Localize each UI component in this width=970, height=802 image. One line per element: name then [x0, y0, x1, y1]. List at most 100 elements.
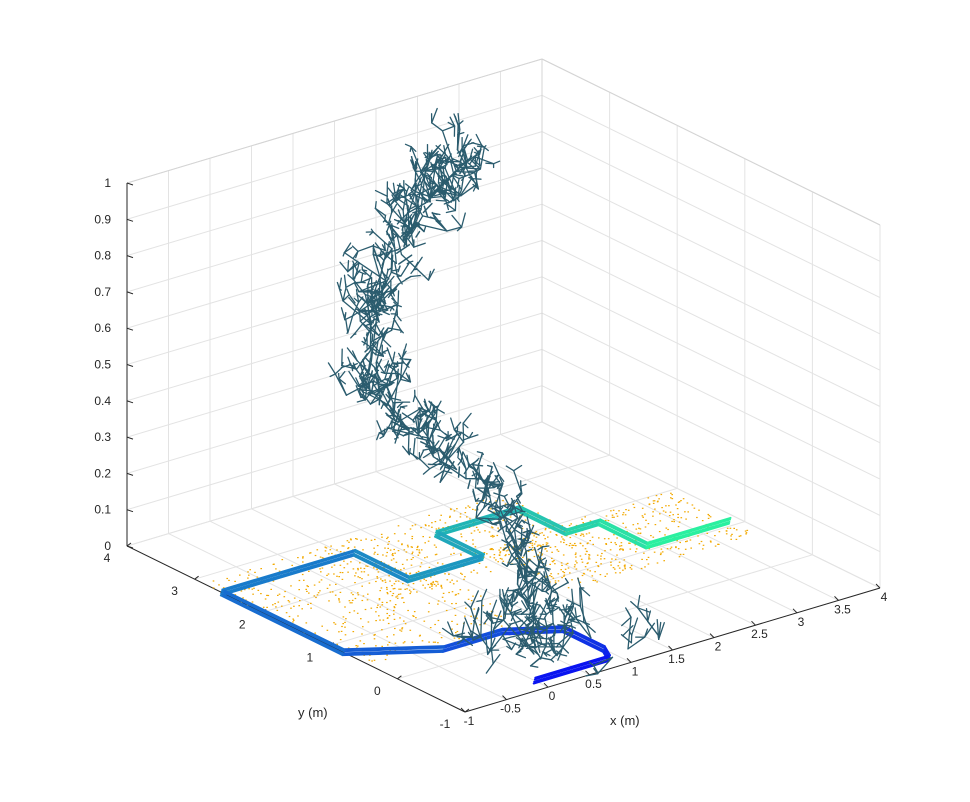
ground-point [314, 632, 316, 634]
ground-point [435, 553, 438, 555]
tree-branch [523, 639, 529, 647]
ground-point [342, 545, 345, 547]
tree-branch [347, 315, 354, 334]
tree-branch [458, 447, 467, 470]
tree-branch [368, 379, 371, 394]
ground-point [667, 528, 669, 531]
z-tick-label: 0.4 [94, 394, 111, 408]
ground-point [360, 571, 363, 573]
tree-branch [392, 188, 405, 194]
trajectory-segment [646, 516, 732, 544]
x-tick [668, 645, 673, 651]
tree-branch [342, 251, 346, 257]
tree-branch [394, 263, 399, 278]
tree-branch [437, 435, 449, 441]
tree-branch [570, 625, 577, 629]
tree-branch [446, 431, 463, 461]
tree-branch [546, 598, 558, 606]
tree-branch [397, 290, 400, 305]
ground-point [365, 565, 367, 567]
ground-point [338, 598, 340, 600]
ground-point [596, 522, 598, 524]
tree-branch [498, 506, 504, 513]
ground-point [302, 561, 304, 563]
ground-point [357, 576, 359, 578]
tree-branch [364, 360, 373, 391]
ground-point [347, 647, 350, 649]
tree-branch [374, 189, 388, 197]
tree-branch [462, 422, 465, 443]
tree-branch [361, 340, 368, 346]
tree-branch [420, 406, 436, 429]
tree-branch [489, 466, 493, 475]
back-wall-gridline-z [126, 203, 543, 329]
z-tick-label: 0.3 [94, 430, 111, 444]
ground-point [560, 541, 562, 543]
ground-point [413, 615, 415, 617]
tree-branch [391, 397, 402, 401]
ground-point [386, 593, 389, 595]
ground-point [619, 548, 622, 550]
ground-point [377, 604, 379, 606]
trajectory-segment [220, 553, 356, 595]
ground-point [621, 548, 623, 550]
ground-point [702, 548, 704, 550]
ground-point [615, 543, 617, 546]
ground-point [406, 544, 409, 546]
trajectory-segment [517, 510, 567, 537]
ground-point [313, 584, 316, 586]
ground-point [467, 589, 470, 591]
tree-branch [474, 170, 478, 177]
tree-branch [382, 249, 399, 255]
tree-branch [379, 250, 382, 257]
ground-point [623, 559, 626, 561]
tree-branch [577, 577, 582, 589]
tree-branch [369, 394, 385, 404]
tree-branch [361, 296, 369, 305]
ground-point [639, 528, 642, 530]
ground-point [493, 557, 496, 559]
ground-point [353, 546, 356, 548]
tree-branch [401, 226, 404, 231]
ground-point [482, 556, 485, 558]
tree-branch [398, 352, 405, 364]
tree-branch [386, 383, 393, 388]
tree-branch [523, 566, 528, 578]
x-tick [751, 620, 756, 626]
ground-point [338, 631, 340, 633]
ground-point [604, 550, 606, 552]
tree-branch [499, 520, 507, 541]
trajectory-segment [343, 645, 446, 651]
tree-branch [526, 643, 533, 647]
x-tick-label: 3.5 [834, 602, 851, 616]
ground-point [347, 547, 349, 550]
tree-branch [533, 547, 540, 563]
ground-point [490, 610, 493, 612]
tree-branch [356, 262, 360, 272]
ground-point [266, 606, 268, 608]
ground-point [456, 623, 459, 625]
ground-point [392, 558, 395, 560]
ground-point [428, 641, 430, 643]
ground-point [425, 579, 427, 582]
tree-branch [526, 569, 531, 576]
tree-branch [370, 291, 377, 294]
ground-point [497, 527, 499, 529]
ground-point [614, 542, 616, 544]
tree-branch [359, 391, 366, 401]
ground-point [536, 545, 539, 547]
x-tick-label: 0 [549, 689, 556, 703]
ground-point [371, 660, 373, 662]
tree-branch [386, 220, 392, 233]
ground-point [456, 508, 458, 510]
trajectory-segment [434, 534, 484, 560]
ground-point [391, 595, 394, 597]
tree-branch [503, 587, 510, 599]
tree-branch [390, 293, 396, 302]
ground-point [441, 587, 443, 589]
tree-branch [375, 340, 379, 356]
tree-branch [497, 483, 502, 511]
ground-point [489, 571, 492, 573]
tree-branch [524, 627, 529, 635]
tree-branch [422, 468, 431, 475]
